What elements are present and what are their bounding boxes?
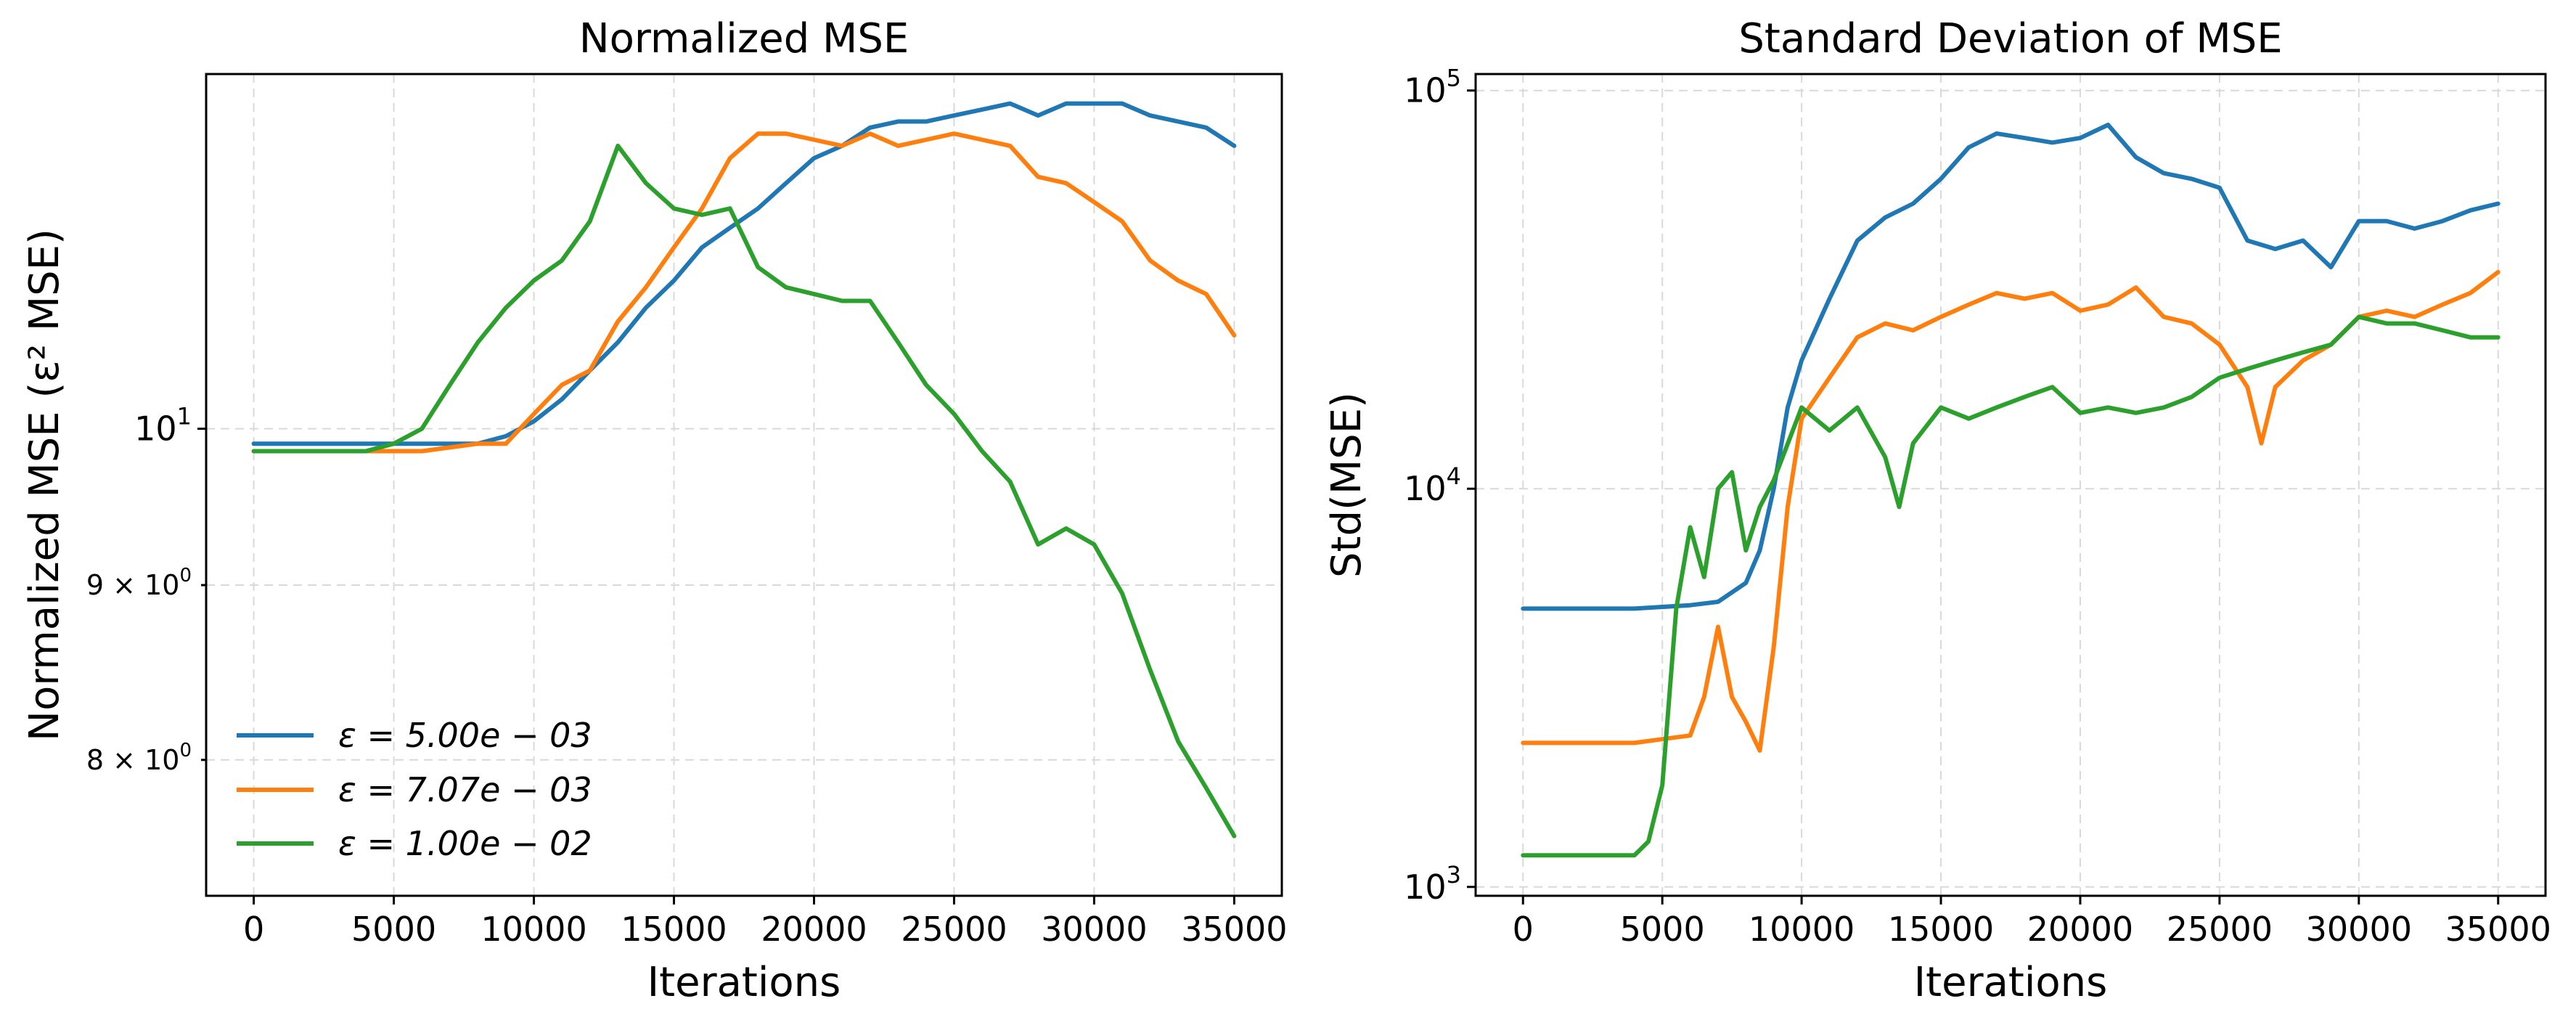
std-mse-x-tick-label: 0 xyxy=(1513,910,1534,949)
std-mse-title: Standard Deviation of MSE xyxy=(1738,15,2282,62)
normalized-mse-x-tick-label: 5000 xyxy=(351,910,436,949)
normalized-mse-title: Normalized MSE xyxy=(579,15,909,62)
std-mse-y-tick-label: 103 xyxy=(1404,861,1461,907)
normalized-mse-x-axis-label: Iterations xyxy=(647,959,841,1006)
normalized-mse-series-line-1 xyxy=(251,101,1237,446)
std-mse-x-tick-label: 30000 xyxy=(2306,910,2412,949)
std-mse-x-tick-label: 15000 xyxy=(1888,910,1994,949)
normalized-mse-plot-frame xyxy=(205,73,1283,897)
normalized-mse-series-line-3 xyxy=(251,143,1237,838)
normalized-mse-x-tick-label: 25000 xyxy=(901,910,1007,949)
std-mse-y-axis-label: Std(MSE) xyxy=(1323,392,1370,578)
normalized-mse-x-tick-label: 0 xyxy=(243,910,264,949)
normalized-mse-y-tick-label: 8 × 100 xyxy=(86,740,192,776)
std-mse-x-tick-label: 35000 xyxy=(2445,910,2551,949)
normalized-mse-y-axis-label: Normalized MSE (ε² MSE) xyxy=(21,229,68,741)
legend: ε = 5.00e − 03 ε = 7.07e − 03 ε = 1.00e … xyxy=(237,716,592,863)
std-mse-series-line-2 xyxy=(1521,269,2501,753)
std-mse-x-tick-label: 25000 xyxy=(2167,910,2273,949)
normalized-mse-x-tick-label: 20000 xyxy=(761,910,867,949)
std-mse-plot-frame xyxy=(1474,73,2547,897)
normalized-mse-x-tick-label: 15000 xyxy=(621,910,727,949)
legend-label-eps-7.07e-03: ε = 7.07e − 03 xyxy=(338,770,592,809)
std-mse-series-line-3 xyxy=(1521,314,2501,858)
std-mse-x-tick-label: 5000 xyxy=(1620,910,1705,949)
std-mse-y-tick-label: 105 xyxy=(1404,65,1461,110)
normalized-mse-x-tick-label: 10000 xyxy=(481,910,586,949)
std-mse-y-tick-label: 104 xyxy=(1404,462,1461,508)
normalized-mse-x-tick-label: 35000 xyxy=(1181,910,1287,949)
normalized-mse-y-tick-label: 9 × 100 xyxy=(86,565,192,601)
normalized-mse-y-tick-label: 101 xyxy=(134,403,192,449)
std-mse-x-axis-label: Iterations xyxy=(1914,959,2108,1006)
normalized-mse-panel: Normalized MSE 0 5000 10000 15000 20000 25000… xyxy=(21,15,1288,1006)
std-mse-x-tick-label: 10000 xyxy=(1749,910,1855,949)
std-mse-x-tick-label: 20000 xyxy=(2027,910,2133,949)
std-mse-series-line-1 xyxy=(1521,123,2501,611)
std-mse-panel: Standard Deviation of MSE 0 5000 10000 1500… xyxy=(1323,15,2551,1006)
normalized-mse-x-tick-label: 30000 xyxy=(1041,910,1147,949)
legend-label-eps-5e-03: ε = 5.00e − 03 xyxy=(338,716,592,755)
legend-label-eps-1e-02: ε = 1.00e − 02 xyxy=(338,824,592,863)
normalized-mse-series-line-2 xyxy=(251,131,1237,454)
